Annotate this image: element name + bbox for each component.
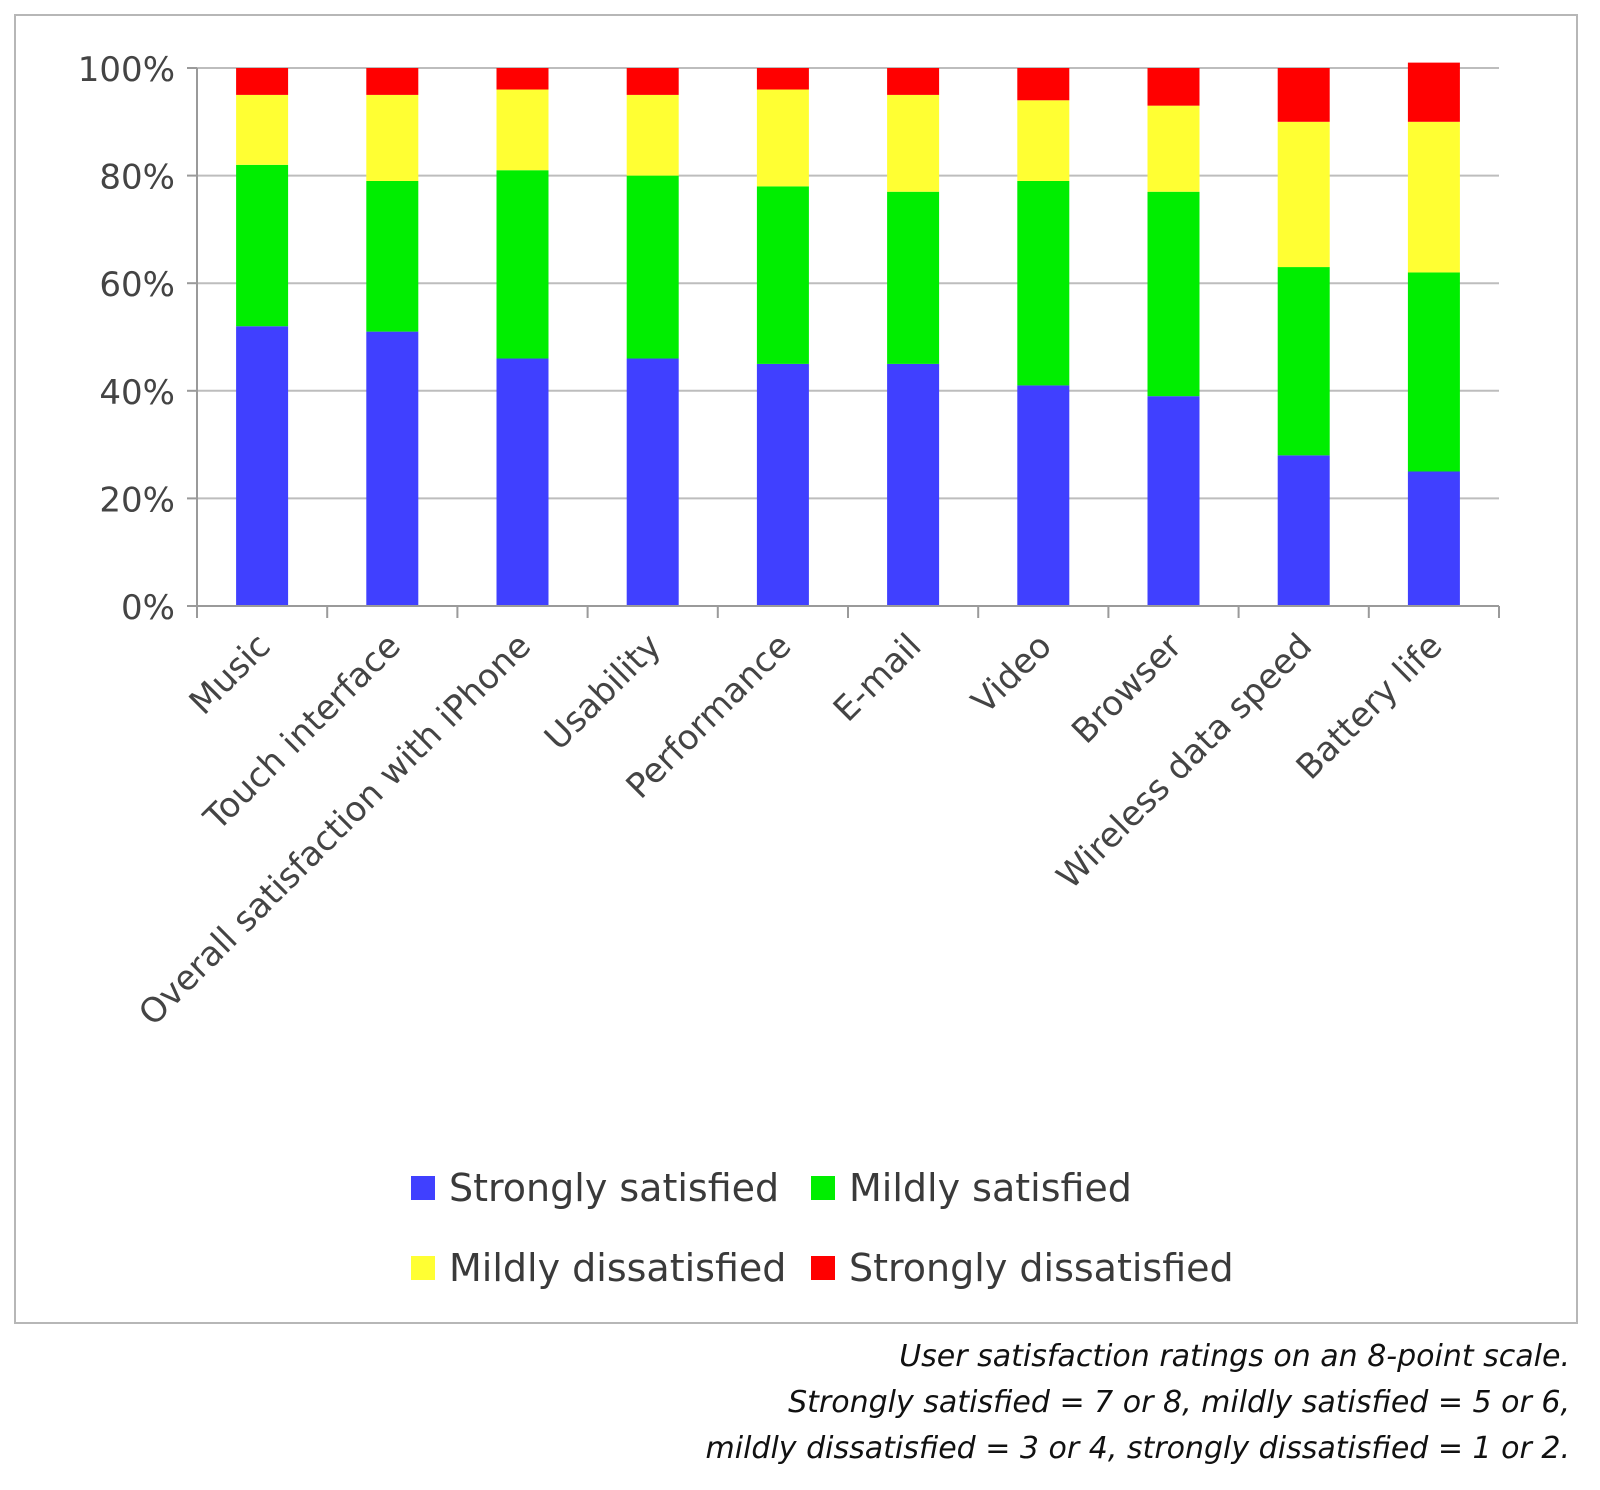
- x-tick-label: Usability: [537, 626, 669, 758]
- y-tick-label: 80%: [99, 158, 175, 198]
- legend-swatch-mildly-satisfied: [811, 1176, 835, 1200]
- bar-segment-mildly-dissatisfied: [887, 94, 940, 192]
- bar-segment-mildly-dissatisfied: [236, 94, 289, 165]
- y-tick-label: 20%: [99, 480, 175, 520]
- legend-swatch-strongly-satisfied: [411, 1176, 435, 1200]
- y-tick-label: 40%: [99, 373, 175, 413]
- bar-segment-mildly-satisfied: [366, 180, 419, 332]
- bar-segment-strongly-dissatisfied: [1017, 68, 1070, 101]
- legend-swatch-mildly-dissatisfied: [411, 1256, 435, 1280]
- bar-segment-mildly-dissatisfied: [1017, 100, 1070, 181]
- bar-segment-strongly-dissatisfied: [1277, 68, 1330, 122]
- bar-segment-mildly-dissatisfied: [366, 94, 419, 181]
- caption-line: mildly dissatisfied = 3 or 4, strongly d…: [705, 1431, 1570, 1466]
- bar-segment-strongly-dissatisfied: [626, 68, 679, 95]
- x-tick-label: Video: [964, 626, 1060, 722]
- bar-segment-strongly-dissatisfied: [756, 68, 809, 90]
- bar-segment-strongly-dissatisfied: [1147, 68, 1200, 106]
- caption-line: User satisfaction ratings on an 8-point …: [899, 1339, 1570, 1374]
- x-tick-label: Music: [182, 626, 279, 723]
- legend-label: Mildly dissatisfied: [449, 1246, 787, 1290]
- y-tick-label: 100%: [78, 50, 175, 90]
- bar-segment-mildly-dissatisfied: [626, 94, 679, 176]
- bar-segment-strongly-satisfied: [756, 363, 809, 606]
- bar-segment-strongly-satisfied: [1147, 396, 1200, 606]
- legend-item-mildly-dissatisfied: Mildly dissatisfied: [411, 1246, 786, 1290]
- bar-segment-strongly-dissatisfied: [1407, 62, 1460, 122]
- bar-segment-strongly-satisfied: [626, 358, 679, 606]
- bar-segment-mildly-dissatisfied: [496, 89, 549, 171]
- bar-segment-mildly-satisfied: [626, 175, 679, 359]
- bar-segment-strongly-satisfied: [1017, 385, 1070, 606]
- bar-segment-mildly-satisfied: [1277, 267, 1330, 456]
- bar-segment-mildly-satisfied: [1017, 180, 1070, 386]
- bar-segment-mildly-dissatisfied: [1147, 105, 1200, 192]
- legend: Strongly satisfied Mildly satisfied Mild…: [411, 1166, 1311, 1336]
- bar-segment-strongly-dissatisfied: [236, 68, 289, 95]
- legend-swatch-strongly-dissatisfied: [811, 1256, 835, 1280]
- y-tick-label: 60%: [99, 265, 175, 305]
- x-tick-label: Browser: [1064, 626, 1190, 752]
- legend-label: Strongly dissatisfied: [849, 1246, 1234, 1290]
- bar-segment-mildly-satisfied: [1407, 272, 1460, 472]
- x-tick-label: E-mail: [826, 626, 930, 730]
- chart-caption: User satisfaction ratings on an 8-point …: [706, 1334, 1570, 1472]
- bar-segment-strongly-satisfied: [496, 358, 549, 606]
- legend-item-strongly-satisfied: Strongly satisfied: [411, 1166, 779, 1210]
- bar-segment-strongly-satisfied: [236, 326, 289, 606]
- legend-label: Mildly satisfied: [849, 1166, 1132, 1210]
- bar-segment-strongly-satisfied: [366, 331, 419, 606]
- legend-label: Strongly satisfied: [449, 1166, 780, 1210]
- bar-segment-strongly-dissatisfied: [496, 68, 549, 90]
- bar-segment-strongly-satisfied: [1277, 455, 1330, 606]
- x-tick-label: Wireless data speed: [1049, 626, 1320, 897]
- bar-segment-mildly-dissatisfied: [1277, 121, 1330, 268]
- bar-segment-mildly-satisfied: [756, 186, 809, 364]
- bar-segment-mildly-satisfied: [1147, 191, 1200, 397]
- bar-segment-mildly-satisfied: [236, 164, 289, 327]
- y-tick-label: 0%: [121, 588, 175, 628]
- caption-line: Strongly satisfied = 7 or 8, mildly sati…: [788, 1385, 1570, 1420]
- bar-segment-mildly-satisfied: [496, 170, 549, 359]
- bar-segment-strongly-satisfied: [1407, 471, 1460, 606]
- legend-item-strongly-dissatisfied: Strongly dissatisfied: [811, 1246, 1234, 1290]
- bar-segment-mildly-dissatisfied: [1407, 121, 1460, 273]
- bar-segment-strongly-dissatisfied: [887, 68, 940, 95]
- legend-item-mildly-satisfied: Mildly satisfied: [811, 1166, 1132, 1210]
- bar-segment-strongly-satisfied: [887, 363, 940, 606]
- bar-segment-mildly-satisfied: [887, 191, 940, 364]
- bar-segment-mildly-dissatisfied: [756, 89, 809, 187]
- chart-frame: 0% 20% 40% 60% 80% 100% Music Touch interface Ov…: [14, 14, 1578, 1324]
- bar-segment-strongly-dissatisfied: [366, 68, 419, 95]
